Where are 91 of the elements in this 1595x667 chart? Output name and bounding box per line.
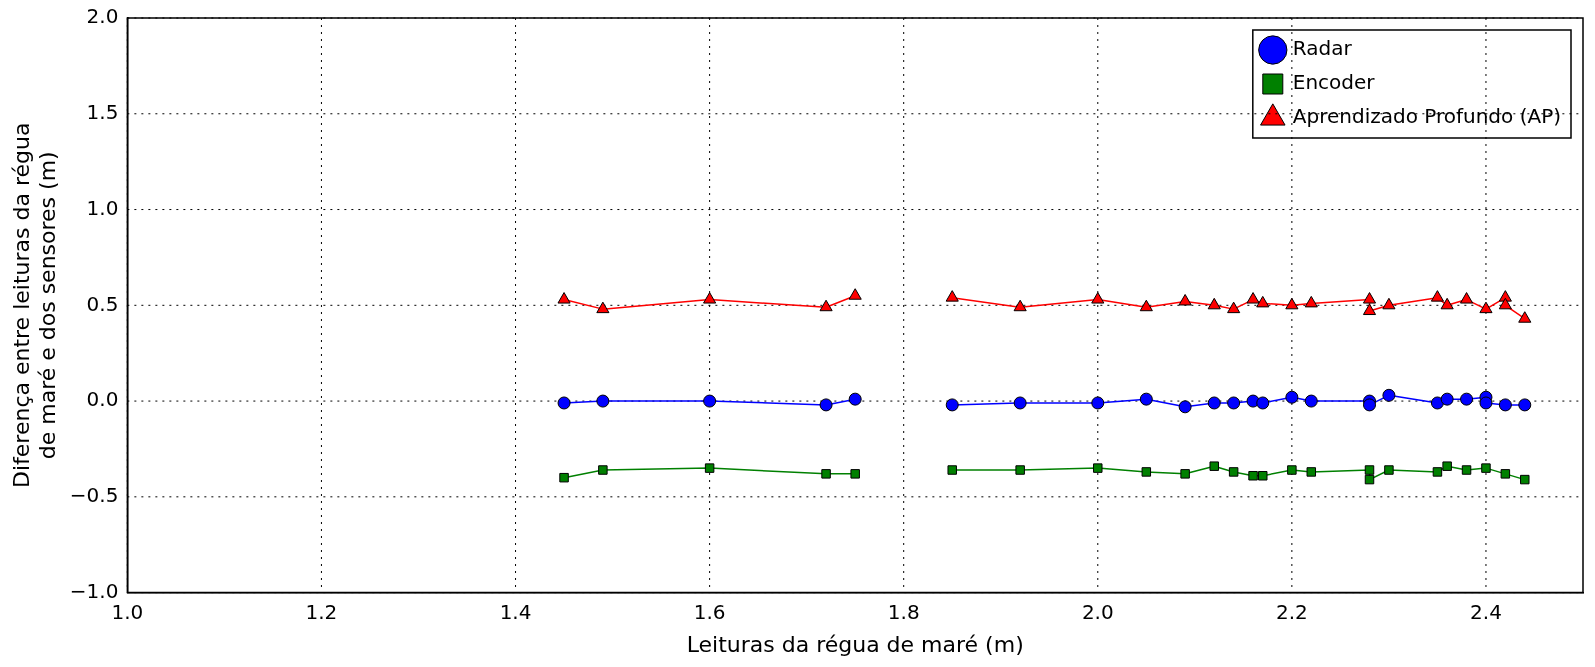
point [1364,474,1375,485]
point [1091,292,1105,304]
y-axis-title: Diferença entre leituras da régua de maré e dos sensores (m) [8,122,61,488]
point [1287,465,1297,475]
point [1013,299,1027,312]
point [1460,392,1474,406]
y-tick-label: 1.5 [86,99,119,124]
point [945,290,959,302]
x-tick-label: 1.6 [693,599,726,624]
point [947,465,957,475]
point [1248,471,1258,481]
point [1364,465,1375,475]
point [850,469,860,479]
point [1178,400,1192,414]
point [1256,295,1270,308]
x-tick-label: 2.0 [1081,599,1114,624]
y-tick-label: −0.5 [69,483,119,508]
point [1228,467,1239,477]
point [1207,297,1221,310]
point [1518,311,1532,323]
y-tick-label: 0.5 [86,291,119,316]
x-tick-label: 1.2 [305,599,338,624]
point [1246,292,1260,304]
point [1479,301,1493,314]
point [704,463,715,473]
point [1178,293,1192,306]
point [1141,467,1152,477]
point [1091,396,1105,410]
point [1382,388,1396,402]
point [1432,467,1443,477]
point [598,465,608,475]
legend-label: Aprendizado Profundo (AP) [1292,104,1562,129]
point [1440,392,1454,406]
point [1363,398,1377,412]
point [1304,394,1318,408]
point [559,472,569,483]
point [1430,290,1444,302]
point [596,301,610,314]
point [1139,299,1153,312]
point [1139,392,1153,406]
point [1015,465,1025,475]
point [821,469,831,479]
x-tick-label: 2.2 [1275,599,1308,624]
point [1227,396,1241,410]
point [1362,303,1377,316]
point [1362,292,1377,304]
point [1500,469,1511,479]
point [1498,398,1512,412]
point [1518,398,1532,412]
point [819,398,833,412]
point [1479,396,1493,410]
x-tick-label: 1.8 [887,599,920,624]
point [1256,396,1270,410]
point [1013,396,1027,410]
point [1384,465,1394,475]
point [1461,465,1472,475]
point [1430,396,1444,410]
point [557,396,571,410]
point [1093,463,1103,473]
point [819,299,833,312]
y-tick-label: 0.0 [86,387,119,412]
point [1382,297,1396,310]
point [1180,469,1190,479]
x-tick-label: 2.4 [1470,599,1502,624]
point [1459,292,1474,304]
legend-label: Encoder [1292,70,1376,95]
point [1207,396,1221,410]
point [848,288,862,300]
point [1258,471,1268,481]
x-axis-title: Leituras da régua de maré (m) [686,631,1024,657]
point [557,292,571,304]
point [1285,390,1299,404]
x-tick-label: 1.4 [499,599,532,624]
point [1481,463,1491,473]
point [1440,297,1454,310]
point [1498,297,1512,310]
point [1209,461,1219,471]
y-tick-label: 2.0 [86,4,119,29]
point [1304,295,1318,308]
point [945,398,959,412]
point [1520,474,1530,485]
point [1285,297,1299,310]
point [848,392,862,406]
point [703,394,717,408]
point [1306,467,1317,477]
point [1227,301,1241,314]
y-tick-label: 1.0 [86,195,119,220]
point [703,292,717,304]
point [596,394,610,408]
point [1442,461,1452,471]
legend-label: Radar [1292,36,1353,61]
